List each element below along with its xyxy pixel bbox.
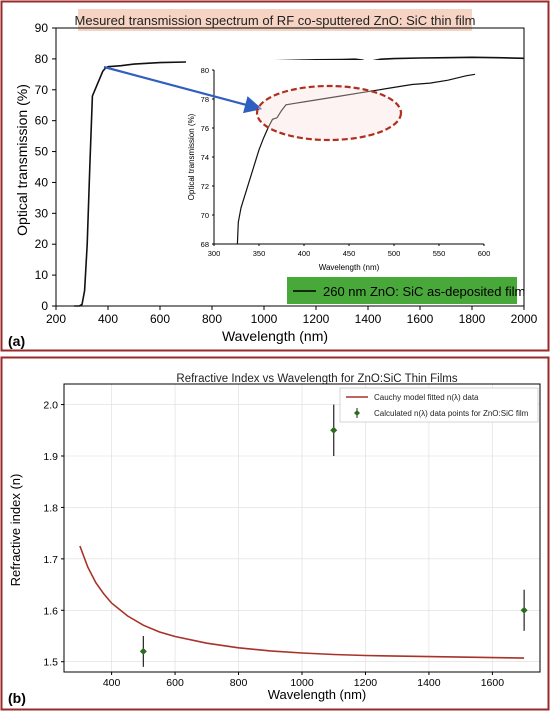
inset-y-tick-label: 78 — [201, 95, 209, 104]
data-point-marker — [139, 647, 147, 655]
inset-y-tick-label: 72 — [201, 182, 209, 191]
panel-a-legend-label: 260 nm ZnO: SiC as-deposited film — [323, 284, 525, 299]
panel-b-title: Refractive Index vs Wavelength for ZnO:S… — [176, 373, 457, 385]
panel-b-x-tick-label: 1600 — [481, 677, 505, 689]
inset-x-tick-label: 450 — [343, 249, 356, 258]
panel-b-x-tick-label: 1000 — [290, 677, 314, 689]
inset-x-tick-label: 550 — [433, 249, 446, 258]
inset-series — [236, 73, 476, 245]
panel-a-y-tick-label: 70 — [35, 83, 49, 97]
panel-a-x-tick-label: 2000 — [511, 312, 538, 326]
panel-a-legend-box — [287, 277, 517, 304]
panel-a-axes — [55, 27, 525, 307]
panel-b-x-tick-label: 800 — [230, 677, 248, 689]
inset-axes — [213, 70, 484, 245]
panel-b-y-tick-label: 1.6 — [43, 605, 58, 617]
panel-b-series — [79, 404, 528, 667]
inset-x-tick-label: 300 — [208, 249, 221, 258]
panel-b-x-tick-label: 1200 — [354, 677, 378, 689]
panel-a-x-tick-label: 1000 — [251, 312, 278, 326]
panel-a-x-tick-label: 1800 — [459, 312, 486, 326]
panel-a-x-tick-label: 1600 — [407, 312, 434, 326]
panel-a-x-tick-label: 1400 — [355, 312, 382, 326]
panel-b-y-axis-label: Refractive index (n) — [8, 474, 23, 587]
inset-y-tick-label: 70 — [201, 211, 209, 220]
panel-a-y-tick-label: 20 — [35, 237, 49, 251]
cauchy-fit-curve — [79, 545, 525, 659]
panel-b-label: (b) — [8, 690, 26, 706]
panel-a-y-tick-label: 10 — [35, 268, 49, 282]
panel-a-y-tick-label: 30 — [35, 206, 49, 220]
inset-x-tick-label: 500 — [388, 249, 401, 258]
highlight-ellipse — [255, 84, 403, 142]
panel-b-x-tick-label: 1400 — [417, 677, 441, 689]
panel-b-y-tick-label: 1.8 — [43, 502, 58, 514]
inset-y-tick-label: 74 — [201, 153, 209, 162]
inset-y-tick-label: 80 — [201, 66, 209, 75]
panel-b-frame — [0, 356, 550, 711]
panel-a-title: Mesured transmission spectrum of RF co-s… — [75, 13, 476, 28]
panel-b-x-axis-label: Wavelength (nm) — [268, 687, 367, 702]
inset-x-tick-label: 400 — [298, 249, 311, 258]
panel-a-label: (a) — [8, 333, 25, 349]
data-point-marker — [330, 426, 338, 434]
panel-a-y-tick-label: 60 — [35, 114, 49, 128]
panel-a-y-tick-label: 50 — [35, 145, 49, 159]
panel-b-y-tick-label: 2.0 — [43, 400, 58, 412]
panel-a-ticks: 200 400 600 800 1000 1200 1400 1600 1800 2000 0 10 2… — [35, 21, 538, 326]
panel-a-x-axis-label: Wavelength (nm) — [222, 328, 328, 344]
inset-x-tick-label: 600 — [478, 249, 491, 258]
panel-a-x-tick-label: 1200 — [303, 312, 330, 326]
panel-a-frame — [0, 0, 550, 352]
panel-a-title-background — [78, 9, 472, 31]
panel-b-x-tick-label: 600 — [166, 677, 184, 689]
inset-y-tick-label: 68 — [201, 240, 209, 249]
panel-a-y-axis-label: Optical transmission (%) — [14, 84, 30, 236]
legend-points-label: Calculated n(λ) data points for ZnO:SiC … — [374, 409, 529, 418]
panel-a-x-tick-label: 400 — [98, 312, 118, 326]
panel-b-y-tick-label: 1.7 — [43, 554, 58, 566]
inset-x-tick-label: 350 — [253, 249, 266, 258]
inset-y-tick-label: 76 — [201, 124, 209, 133]
callout-arrow — [103, 65, 263, 114]
panel-b-grid — [64, 384, 540, 672]
panel-a-y-tick-label: 0 — [41, 299, 48, 313]
panel-b-ticks: 400 600 800 1000 1200 1400 1600 1.5 1.6 1.7 1.8 1.9… — [43, 400, 504, 689]
inset-transmission-curve — [236, 73, 476, 245]
panel-b-x-tick-label: 400 — [103, 677, 121, 689]
legend-points-marker — [354, 410, 360, 416]
panel-a-x-tick-label: 600 — [150, 312, 170, 326]
data-point-marker — [520, 606, 528, 614]
legend-cauchy-label: Cauchy model fitted n(λ) data — [374, 393, 479, 402]
panel-a-plot-frame — [55, 27, 525, 307]
panel-a-y-tick-label: 90 — [35, 21, 49, 35]
panel-b-y-tick-label: 1.5 — [43, 657, 58, 669]
panel-a-x-tick-label: 200 — [46, 312, 66, 326]
panel-b-legend-box — [339, 387, 539, 423]
panel-a-y-tick-label: 40 — [35, 175, 49, 189]
panel-a-y-tick-label: 80 — [35, 52, 49, 66]
panel-a-x-tick-label: 800 — [202, 312, 222, 326]
inset-x-axis-label: Wavelength (nm) — [319, 263, 380, 272]
panel-b-y-tick-label: 1.9 — [43, 451, 58, 463]
inset-y-axis-label: Optical transmission (%) — [187, 113, 196, 200]
